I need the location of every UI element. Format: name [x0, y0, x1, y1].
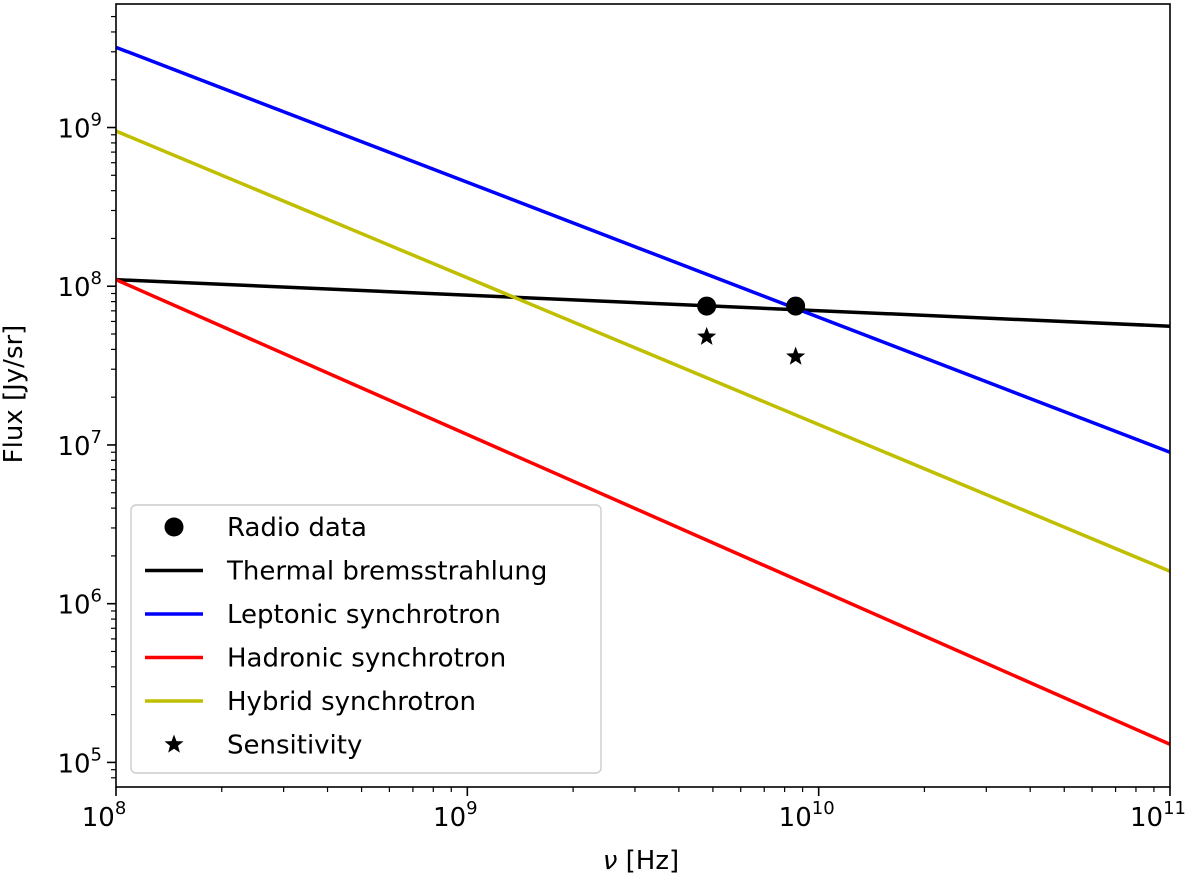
x-axis-label: ν [Hz] [603, 846, 679, 876]
y-tick-label: 107 [57, 427, 102, 462]
series-group [116, 45, 1170, 746]
y-tick-label: 105 [57, 744, 102, 779]
legend-label: Radio data [227, 513, 367, 543]
radio-data-point [697, 296, 717, 316]
axes: 108 109 1010 1011 105 106 107 108 109 [57, 3, 1186, 833]
radio-data-point [786, 296, 806, 316]
plot-area [116, 45, 1170, 746]
x-tick-label: 1011 [1130, 798, 1186, 833]
x-tick-label: 108 [82, 798, 127, 833]
plot-frame [115, 3, 1171, 788]
legend-box [130, 504, 602, 774]
legend-swatch-star [164, 734, 184, 753]
legend-label: Thermal bremsstrahlung [226, 557, 547, 587]
x-tick-label: 1010 [779, 798, 835, 833]
legend-label: Sensitivity [227, 731, 362, 761]
y-tick-label: 108 [57, 268, 102, 303]
sensitivity-point [786, 346, 806, 365]
series-line-thermal-bremsstrahlung [116, 277, 1170, 328]
sensitivity-point [697, 326, 717, 345]
legend-swatch-circle [164, 517, 184, 537]
y-tick-label: 109 [57, 110, 102, 145]
legend: Radio data Thermal bremsstrahlung Leptonic… [130, 504, 602, 774]
y-axis-label: Flux [Jy/sr] [0, 325, 29, 464]
series-line-hybrid-synchrotron [116, 129, 1170, 573]
x-tick-label: 109 [433, 798, 478, 833]
legend-label: Leptonic synchrotron [227, 600, 501, 630]
legend-label: Hybrid synchrotron [227, 687, 476, 717]
y-tick-label: 106 [57, 586, 102, 621]
series-line-hadronic-synchrotron [116, 278, 1170, 746]
legend-label: Hadronic synchrotron [227, 644, 506, 674]
series-line-leptonic-synchrotron [116, 45, 1170, 454]
